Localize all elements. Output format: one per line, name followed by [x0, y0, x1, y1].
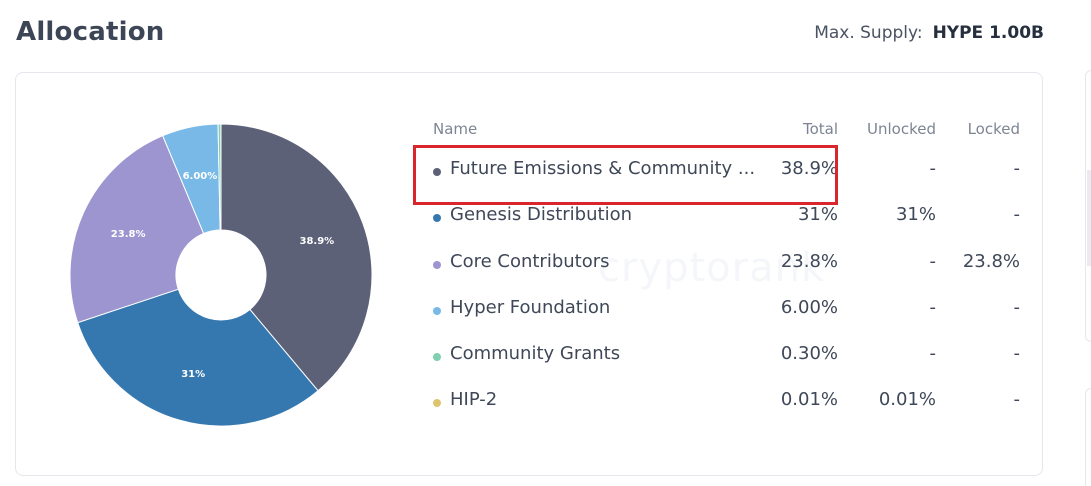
allocation-header: Allocation Max. Supply: HYPE 1.00B — [16, 14, 1044, 54]
table-row[interactable]: Hyper Foundation 6.00% - - — [430, 286, 1024, 332]
slice-data-label: 6.00% — [183, 171, 218, 182]
table-row[interactable]: Core Contributors 23.8% - 23.8% — [430, 240, 1024, 286]
allocation-card: 38.9% 31% 23.8% 6.00% cryptorank Name Total… — [15, 72, 1043, 476]
pie-slice-3[interactable] — [69, 135, 205, 324]
slice-data-label: 31% — [181, 369, 205, 380]
allocation-name: Community Grants — [450, 343, 621, 365]
allocation-unlocked: - — [929, 343, 937, 365]
allocation-total: 0.30% — [780, 343, 838, 365]
adjacent-panel-edge-lower — [1085, 388, 1091, 486]
allocation-name: HIP-2 — [450, 389, 498, 411]
allocation-donut-chart: 38.9% 31% 23.8% 6.00% — [68, 122, 374, 428]
pie-slice-2[interactable] — [77, 288, 319, 427]
allocation-unlocked: - — [929, 158, 937, 179]
allocation-locked: 23.8% — [962, 250, 1020, 272]
legend-dot-icon — [433, 399, 441, 408]
legend-dot-icon — [433, 214, 441, 223]
legend-dot-icon — [433, 353, 441, 362]
pie-slice-1[interactable] — [220, 123, 373, 392]
allocation-unlocked: - — [929, 296, 937, 318]
column-header-locked[interactable]: Locked — [967, 120, 1020, 138]
slice-data-label: 38.9% — [300, 236, 335, 247]
allocation-total: 31% — [797, 204, 838, 226]
table-header: Name Total Unlocked Locked — [430, 113, 1024, 147]
donut-svg: 38.9% 31% 23.8% 6.00% — [69, 123, 373, 427]
allocation-locked: - — [1013, 158, 1021, 179]
column-header-total[interactable]: Total — [802, 120, 838, 138]
table-row[interactable]: HIP-2 0.01% 0.01% - — [430, 378, 1024, 424]
allocation-table: Name Total Unlocked Locked Future Emissi… — [430, 113, 1024, 425]
allocation-name: Hyper Foundation — [450, 296, 611, 318]
page-title: Allocation — [16, 17, 165, 47]
allocation-unlocked: 0.01% — [878, 389, 936, 411]
allocation-name: Core Contributors — [450, 250, 610, 272]
table-row[interactable]: Community Grants 0.30% - - — [430, 332, 1024, 378]
allocation-unlocked: - — [929, 250, 937, 272]
legend-dot-icon — [433, 260, 441, 269]
legend-dot-icon — [433, 168, 441, 176]
table-row[interactable]: Future Emissions & Community ... 38.9% - - — [430, 147, 1024, 193]
allocation-locked: - — [1013, 204, 1021, 226]
max-supply: Max. Supply: HYPE 1.00B — [814, 23, 1044, 43]
allocation-locked: - — [1013, 343, 1021, 365]
column-header-name[interactable]: Name — [433, 120, 478, 138]
allocation-total: 38.9% — [780, 158, 838, 179]
allocation-name: Future Emissions & Community ... — [450, 158, 756, 179]
allocation-locked: - — [1013, 296, 1021, 318]
allocation-unlocked: 31% — [895, 204, 936, 226]
scrollbar-track[interactable] — [1087, 170, 1091, 266]
legend-dot-icon — [433, 306, 441, 315]
allocation-name: Genesis Distribution — [450, 204, 632, 226]
table-row[interactable]: Genesis Distribution 31% 31% - — [430, 193, 1024, 239]
allocation-total: 6.00% — [780, 296, 838, 318]
adjacent-panel-edge — [1085, 70, 1091, 342]
max-supply-label: Max. Supply: — [814, 23, 923, 43]
column-header-unlocked[interactable]: Unlocked — [867, 120, 936, 138]
allocation-total: 0.01% — [780, 389, 838, 411]
max-supply-value: HYPE 1.00B — [932, 23, 1044, 43]
allocation-total: 23.8% — [780, 250, 838, 272]
table-body: Future Emissions & Community ... 38.9% - - G… — [430, 147, 1024, 425]
slice-data-label: 23.8% — [111, 229, 146, 240]
allocation-locked: - — [1013, 389, 1021, 411]
